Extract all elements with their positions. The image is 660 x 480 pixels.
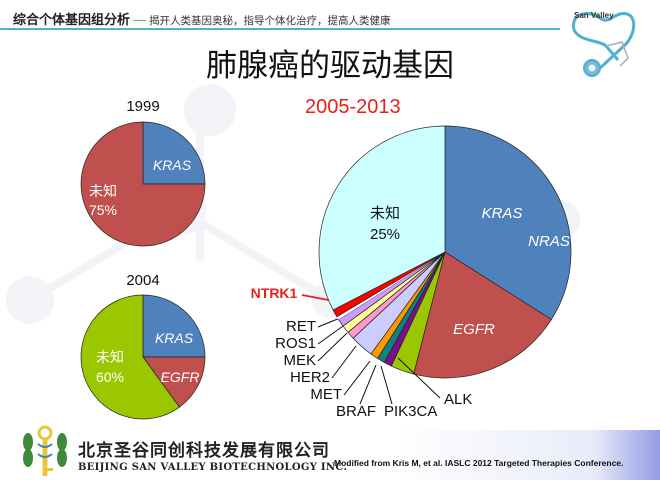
callout-label-alk: ALK <box>444 391 472 408</box>
citation-text: Modified from Kris M, et al. IASLC 2012 … <box>334 458 624 468</box>
logo-text: San Valley <box>574 11 614 20</box>
slice-label-unknown: 未知 <box>89 183 117 199</box>
stethoscope-logo-icon: San Valley <box>560 11 660 77</box>
callout-label-mek: MEK <box>283 352 316 369</box>
callout-line-met <box>343 360 371 396</box>
header-divider <box>0 28 660 30</box>
callout-label-braf: BRAF <box>336 403 376 420</box>
pie-slice-gap <box>336 252 445 320</box>
slice-percent-label: 25% <box>370 226 400 243</box>
callout-line-alk <box>397 357 441 399</box>
pie-slice-ret <box>338 251 446 327</box>
callout-line-ros1 <box>317 325 344 345</box>
slice-label-kras: KRAS <box>482 205 523 222</box>
callout-label-ntrk1: NTRK1 <box>251 285 298 301</box>
callout-label-her2: HER2 <box>290 369 330 386</box>
page-title: 肺腺癌的驱动基因 <box>206 48 454 84</box>
slice-label-nras: NRAS <box>528 233 570 250</box>
slice-label-unknown: 未知 <box>370 205 400 222</box>
pie-slice-egfr <box>142 356 206 408</box>
pie-slice-kras-nras <box>444 125 572 320</box>
callout-line-ret <box>317 317 341 328</box>
callout-label-met: MET <box>310 386 342 403</box>
chart-2005-2013-title: 2005-2013 <box>305 96 401 118</box>
pie-slice-unknown <box>80 294 180 420</box>
header-slogan: 揭开人类基因奥秘，指导个体化治疗，提高人类健康 <box>149 15 391 27</box>
callout-label-pik3ca: PIK3CA <box>384 403 437 420</box>
slice-percent-label: 60% <box>96 369 124 385</box>
company-name: 北京圣谷同创科技发展有限公司 BEIJING SAN VALLEY BIOTEC… <box>78 436 347 473</box>
callout-line-mek <box>317 332 348 362</box>
pie-slice-egfr <box>413 251 552 379</box>
callout-label-ret: RET <box>286 318 316 335</box>
pie-slice-kras <box>142 294 206 358</box>
chart-1999-title: 1999 <box>126 98 160 115</box>
callout-line-pik3ca <box>380 365 393 405</box>
company-name-cn: 北京圣谷同创科技发展有限公司 <box>78 441 330 461</box>
header-tagline: 综合个体基因组分析 — 揭开人类基因奥秘，指导个体化治疗，提高人类健康 <box>13 9 391 28</box>
slice-percent-label: 75% <box>89 202 117 218</box>
callout-line-her2 <box>331 345 357 379</box>
slice-label-unknown: 未知 <box>96 349 124 365</box>
company-key-logo-icon <box>23 425 67 476</box>
pie-2004: KRAS EGFR 未知 60% <box>80 294 206 420</box>
callout-label-ros1: ROS1 <box>275 335 316 352</box>
header-separator: — <box>133 12 147 27</box>
callout-line-braf <box>359 364 377 405</box>
footer-gradient <box>0 430 660 480</box>
slice-label-egfr: EGFR <box>161 369 200 385</box>
pie-2005-2013: KRAS NRAS EGFR ALK PIK3CA BRAFMETHER2MEKROS1R… <box>251 125 572 420</box>
pie-slice-kras <box>142 121 206 185</box>
slice-label-kras: KRAS <box>155 330 194 346</box>
slice-label-egfr: EGFR <box>453 321 495 338</box>
slide-header: 综合个体基因组分析 — 揭开人类基因奥秘，指导个体化治疗，提高人类健康 <box>0 0 660 36</box>
company-name-en: BEIJING SAN VALLEY BIOTECHNOLOGY INC. <box>78 462 348 473</box>
slice-label-kras: KRAS <box>153 157 192 173</box>
chart-2004-title: 2004 <box>126 272 160 289</box>
pie-1999: KRAS 未知 75% <box>80 121 206 247</box>
pie-slice-unknown <box>80 121 206 247</box>
pie-slice-unknown <box>318 125 446 311</box>
header-brand: 综合个体基因组分析 <box>13 13 131 28</box>
